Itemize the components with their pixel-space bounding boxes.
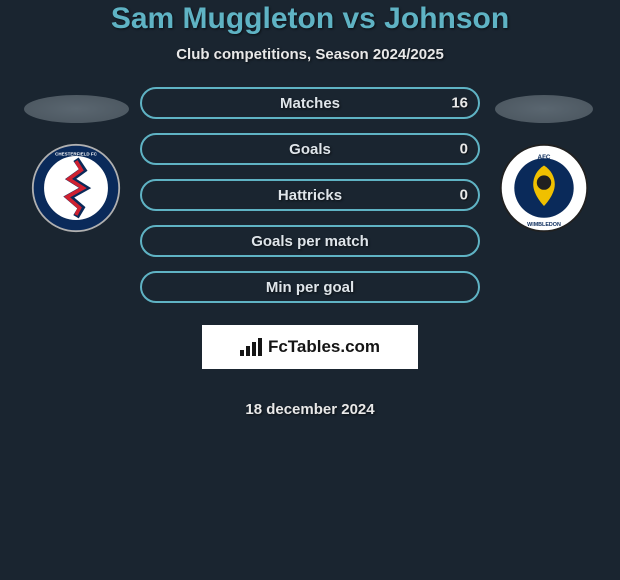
branding-box: FcTables.com	[202, 325, 418, 369]
stat-matches-right: 16	[451, 95, 468, 112]
stat-goals-label: Goals	[289, 141, 331, 158]
club-badge-right: AFC WIMBLEDON	[499, 143, 589, 233]
stat-mpg-label: Min per goal	[266, 279, 354, 296]
body-row: CHESTERFIELD FC Matches 16 Goals 0 Hattr…	[0, 87, 620, 418]
subtitle: Club competitions, Season 2024/2025	[176, 46, 444, 63]
svg-text:WIMBLEDON: WIMBLEDON	[527, 222, 561, 228]
stat-row-min-per-goal: Min per goal	[140, 271, 480, 303]
bar-chart-icon	[240, 338, 262, 356]
player-left-silhouette	[24, 95, 129, 123]
player-left-column: CHESTERFIELD FC	[16, 87, 136, 243]
page-title: Sam Muggleton vs Johnson	[111, 2, 509, 36]
stat-gpm-label: Goals per match	[251, 233, 369, 250]
stat-goals-right: 0	[460, 141, 468, 158]
chesterfield-badge-icon: CHESTERFIELD FC	[31, 143, 121, 233]
player-right-column: AFC WIMBLEDON	[484, 87, 604, 243]
date-text: 18 december 2024	[245, 401, 374, 418]
stat-row-goals: Goals 0	[140, 133, 480, 165]
stats-column: Matches 16 Goals 0 Hattricks 0 Goals per…	[136, 87, 484, 418]
svg-text:AFC: AFC	[538, 154, 551, 161]
afc-wimbledon-badge-icon: AFC WIMBLEDON	[499, 143, 589, 233]
stat-row-matches: Matches 16	[140, 87, 480, 119]
stat-hattricks-right: 0	[460, 187, 468, 204]
club-badge-left: CHESTERFIELD FC	[31, 143, 121, 233]
branding-text: FcTables.com	[268, 337, 380, 357]
stat-matches-label: Matches	[280, 95, 340, 112]
stat-row-hattricks: Hattricks 0	[140, 179, 480, 211]
player-right-silhouette	[495, 95, 593, 123]
stat-row-goals-per-match: Goals per match	[140, 225, 480, 257]
svg-text:CHESTERFIELD FC: CHESTERFIELD FC	[55, 152, 98, 157]
stat-hattricks-label: Hattricks	[278, 187, 342, 204]
comparison-widget: Sam Muggleton vs Johnson Club competitio…	[0, 0, 620, 418]
